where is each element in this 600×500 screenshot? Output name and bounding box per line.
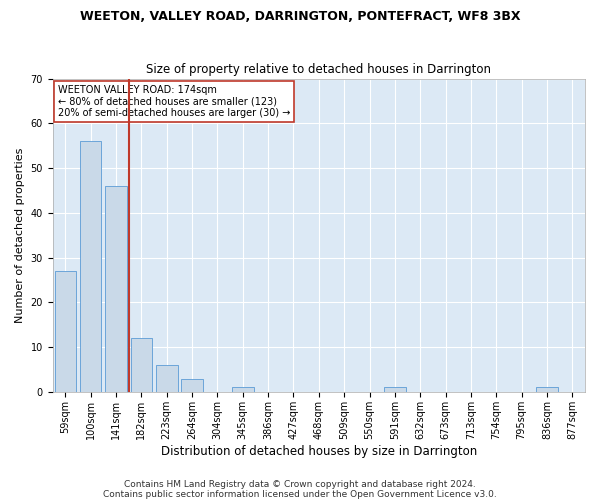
Bar: [232, 388, 254, 392]
Text: Contains public sector information licensed under the Open Government Licence v3: Contains public sector information licen…: [103, 490, 497, 499]
Bar: [156, 365, 178, 392]
Y-axis label: Number of detached properties: Number of detached properties: [15, 148, 25, 323]
Bar: [536, 388, 558, 392]
Bar: [181, 378, 203, 392]
Bar: [105, 186, 127, 392]
Bar: [55, 271, 76, 392]
Bar: [80, 141, 101, 392]
Text: WEETON, VALLEY ROAD, DARRINGTON, PONTEFRACT, WF8 3BX: WEETON, VALLEY ROAD, DARRINGTON, PONTEFR…: [80, 10, 520, 23]
X-axis label: Distribution of detached houses by size in Darrington: Distribution of detached houses by size …: [161, 444, 477, 458]
Text: WEETON VALLEY ROAD: 174sqm
← 80% of detached houses are smaller (123)
20% of sem: WEETON VALLEY ROAD: 174sqm ← 80% of deta…: [58, 85, 290, 118]
Bar: [131, 338, 152, 392]
Text: Contains HM Land Registry data © Crown copyright and database right 2024.: Contains HM Land Registry data © Crown c…: [124, 480, 476, 489]
Title: Size of property relative to detached houses in Darrington: Size of property relative to detached ho…: [146, 63, 491, 76]
Bar: [384, 388, 406, 392]
